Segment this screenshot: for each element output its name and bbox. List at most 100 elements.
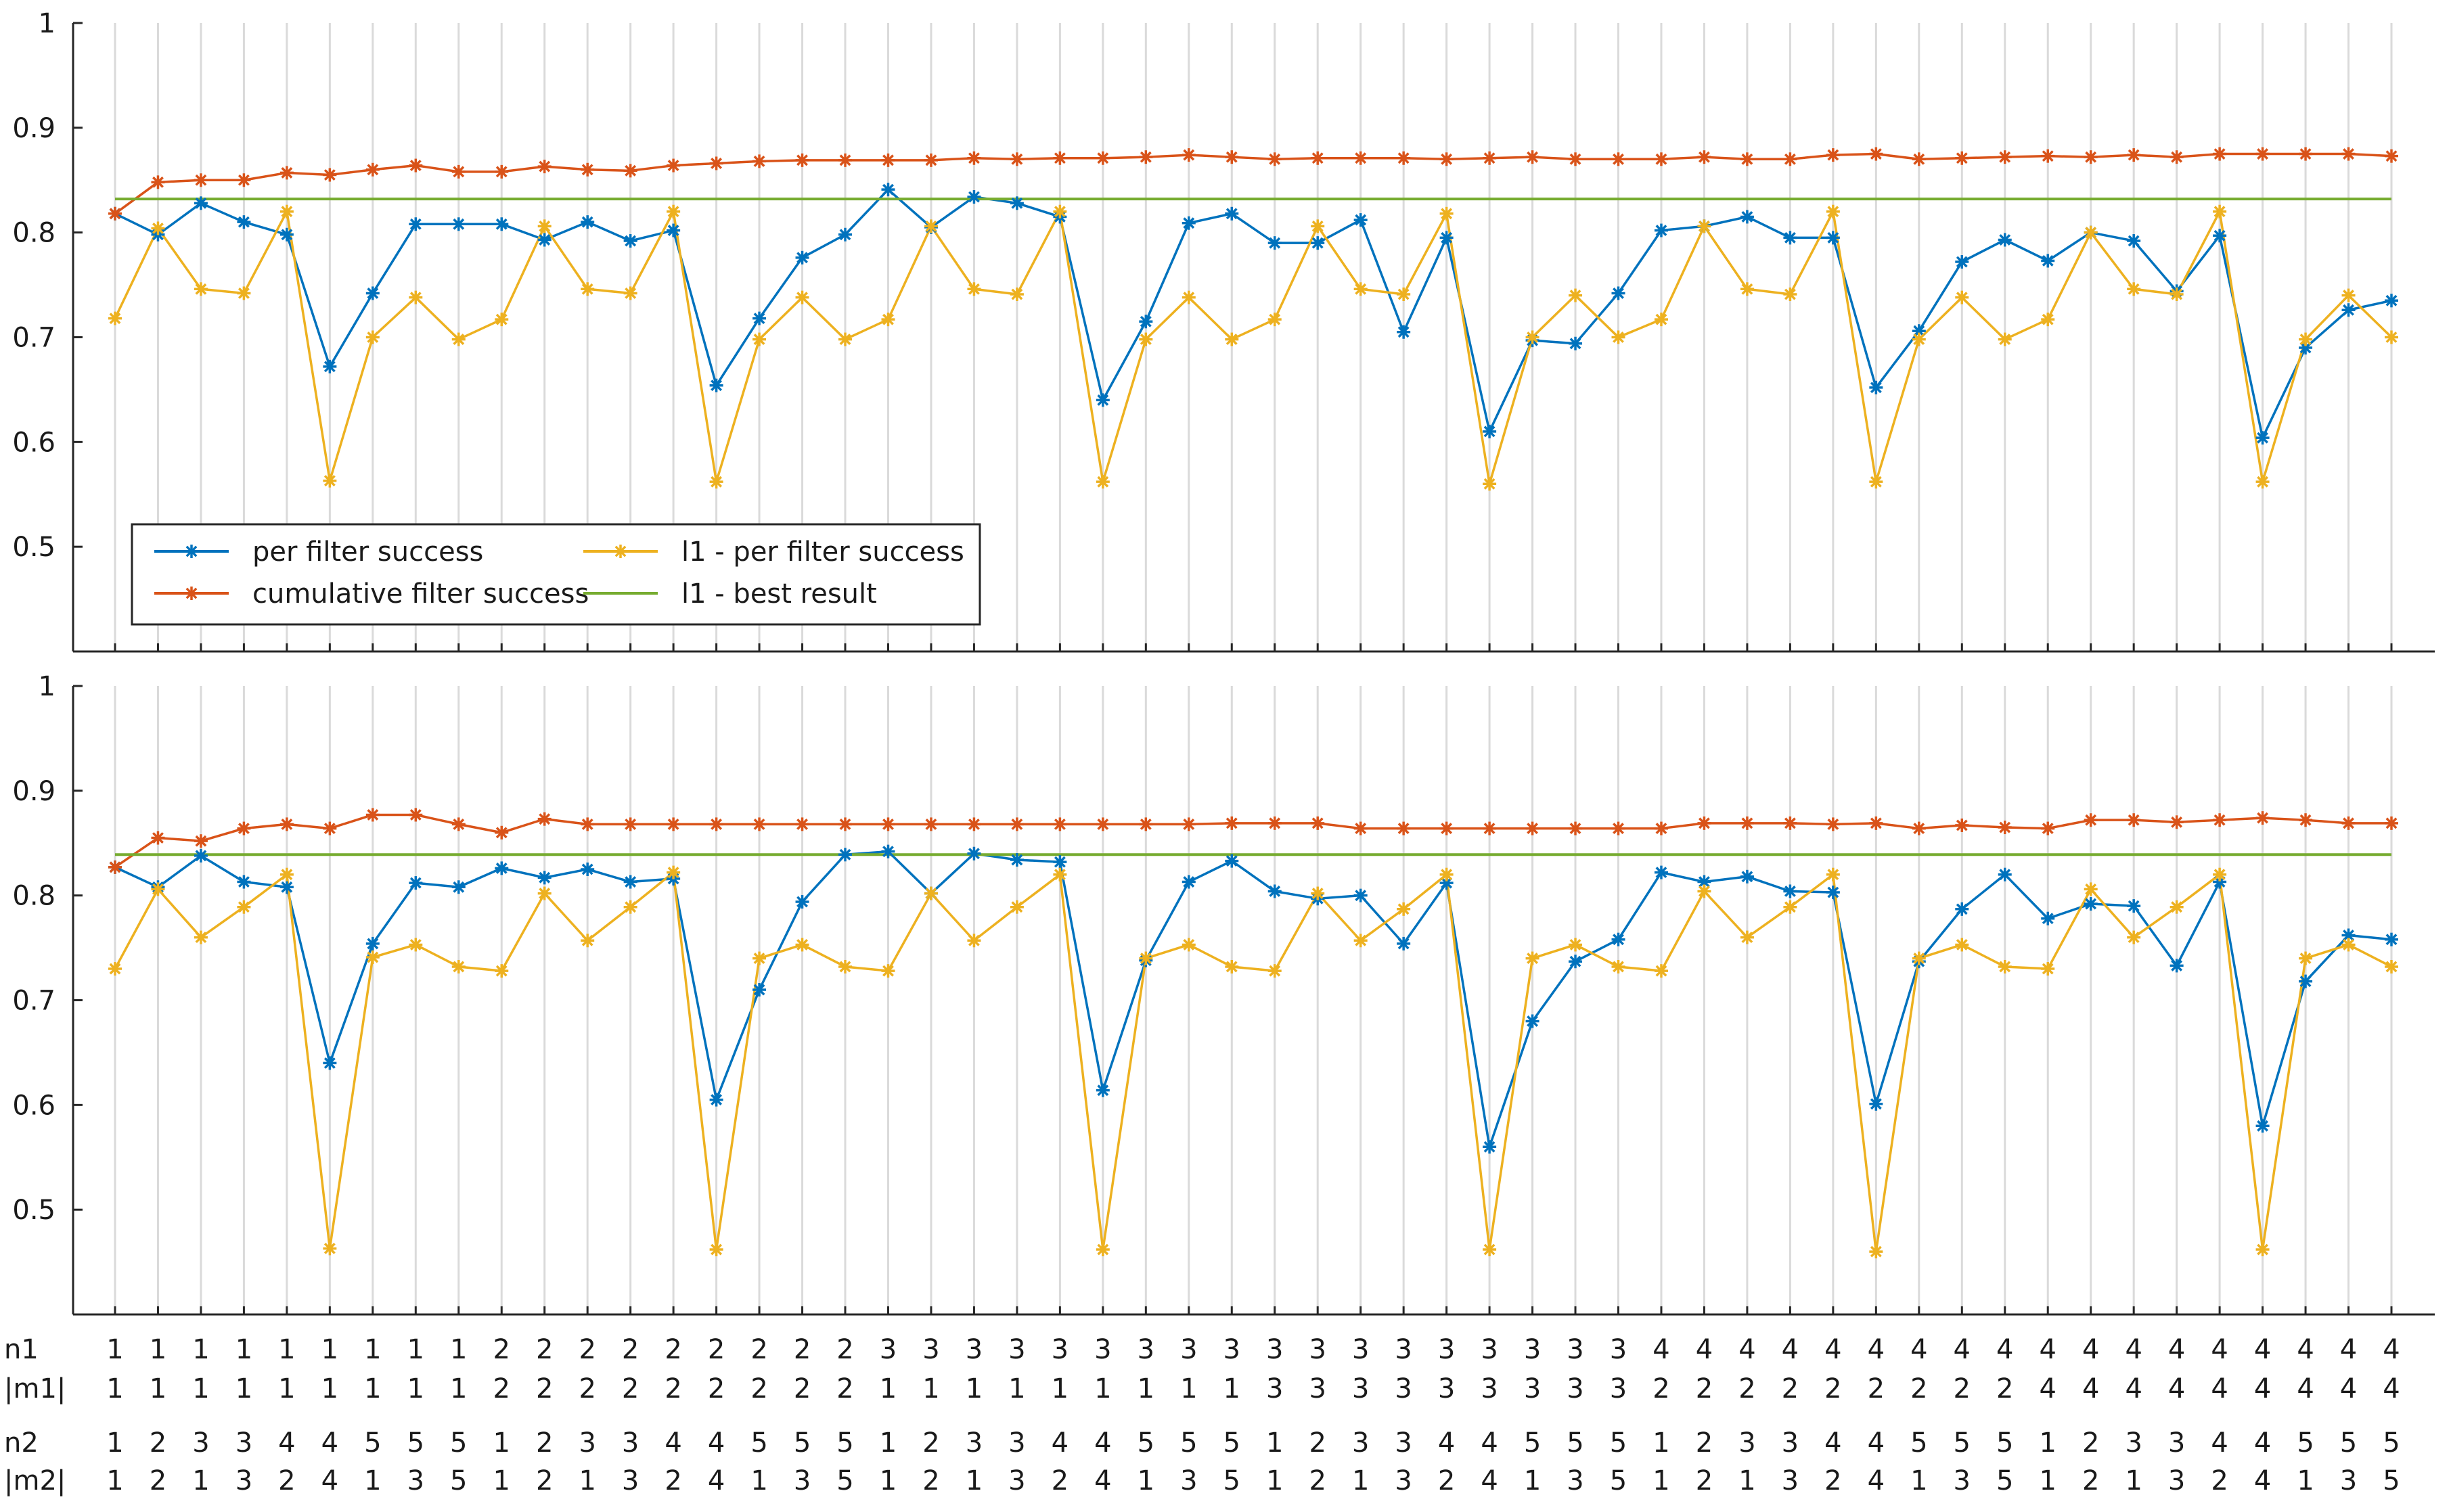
data-point-cumulative-filter-success-d2 [2085, 151, 2097, 163]
row-value: 1 [278, 1373, 295, 1404]
data-point-per-filter-success-d2 [1441, 877, 1453, 889]
data-point-cumulative-filter-success-d2 [1999, 151, 2011, 163]
data-point-cumulative-filter-success [1311, 816, 1325, 830]
row-value: 3 [1954, 1465, 1971, 1496]
data-point-per-filter-success [967, 190, 981, 204]
data-point-l1-per-filter-success [581, 934, 595, 948]
data-point-per-filter-success [1353, 213, 1368, 227]
data-point-l1-per-filter-success [1697, 219, 1711, 233]
data-point-l1-per-filter-success [1783, 288, 1797, 302]
data-point-l1-per-filter-success-d2 [1183, 292, 1195, 304]
data-point-per-filter-success-d2 [753, 984, 765, 996]
legend-label: l1 - best result [681, 578, 877, 610]
data-point-l1-per-filter-success-d2 [1613, 961, 1624, 973]
data-point-l1-per-filter-success-d2 [539, 888, 551, 900]
data-point-cumulative-filter-success-d2 [1054, 152, 1066, 164]
data-point-cumulative-filter-success-d2 [925, 154, 937, 166]
data-point-l1-per-filter-success [1139, 332, 1153, 346]
data-point-per-filter-success [1826, 231, 1840, 245]
legend-swatch-marker [185, 545, 198, 558]
data-point-per-filter-success-d2 [753, 313, 765, 325]
row-value: 5 [1610, 1465, 1627, 1496]
data-point-cumulative-filter-success-d2 [2171, 151, 2183, 163]
data-point-cumulative-filter-success-d2 [753, 155, 765, 167]
data-point-per-filter-success-d2 [1355, 214, 1367, 226]
data-point-cumulative-filter-success [2127, 813, 2141, 827]
data-point-per-filter-success-d2 [968, 848, 980, 860]
data-point-cumulative-filter-success [924, 153, 938, 167]
data-point-l1-per-filter-success [2084, 225, 2098, 239]
row-value: 5 [1223, 1427, 1240, 1459]
data-point-cumulative-filter-success-d2 [968, 152, 980, 164]
data-point-l1-per-filter-success-d2 [796, 939, 808, 950]
data-point-cumulative-filter-success-d2 [796, 154, 808, 166]
data-point-l1-per-filter-success [1311, 219, 1325, 233]
data-point-l1-per-filter-success-d2 [1140, 334, 1152, 346]
row-value: 4 [1094, 1465, 1111, 1496]
data-point-per-filter-success [838, 227, 853, 242]
data-point-cumulative-filter-success [1869, 816, 1883, 830]
data-point-cumulative-filter-success [2169, 150, 2184, 164]
data-point-cumulative-filter-success-d2 [2343, 148, 2354, 160]
data-point-per-filter-success [1096, 1083, 1110, 1097]
row-value: 2 [665, 1465, 681, 1496]
row-value: 3 [1782, 1465, 1799, 1496]
data-point-cumulative-filter-success [1740, 816, 1754, 830]
y-tick-label: 0.9 [12, 776, 55, 807]
row-value: 1 [1223, 1373, 1240, 1404]
row-value: 4 [1696, 1334, 1713, 1365]
row-value: 2 [579, 1334, 595, 1365]
data-point-l1-per-filter-success-d2 [1226, 961, 1238, 973]
data-point-l1-per-filter-success [2041, 313, 2055, 327]
data-point-per-filter-success [1182, 875, 1196, 889]
row-value: 4 [278, 1427, 295, 1459]
row-value: 4 [1824, 1334, 1841, 1365]
data-point-per-filter-success [194, 848, 208, 863]
row-value: 4 [1481, 1427, 1498, 1459]
data-point-l1-per-filter-success-d2 [1741, 932, 1753, 944]
y-tick-label: 0.5 [12, 1195, 55, 1226]
row-value: 5 [407, 1427, 424, 1459]
data-point-cumulative-filter-success-d2 [1483, 823, 1496, 835]
data-point-l1-per-filter-success-d2 [539, 220, 551, 232]
data-point-cumulative-filter-success [1397, 821, 1411, 835]
row-value: 5 [2340, 1427, 2357, 1459]
data-point-l1-per-filter-success-d2 [2128, 283, 2140, 295]
data-point-per-filter-success-d2 [1569, 338, 1581, 350]
data-point-l1-per-filter-success [1955, 290, 1969, 304]
row-value: 3 [2340, 1465, 2357, 1496]
data-point-cumulative-filter-success-d2 [796, 818, 808, 830]
data-point-per-filter-success [451, 217, 466, 231]
data-point-l1-per-filter-success-d2 [1483, 478, 1496, 490]
data-point-l1-per-filter-success [1439, 867, 1454, 881]
row-value: 3 [1223, 1334, 1240, 1365]
data-point-l1-per-filter-success-d2 [1397, 288, 1410, 300]
row-value: 5 [1138, 1427, 1154, 1459]
row-value: 5 [836, 1465, 853, 1496]
data-point-l1-per-filter-success-d2 [2042, 963, 2054, 975]
row-value: 2 [493, 1334, 510, 1365]
data-point-l1-per-filter-success-d2 [667, 206, 679, 218]
legend-swatch-marker-d2 [185, 545, 198, 557]
data-point-cumulative-filter-success-d2 [1483, 152, 1496, 164]
data-point-per-filter-success-d2 [195, 850, 207, 862]
data-point-cumulative-filter-success-d2 [1355, 152, 1367, 164]
row-value: 5 [1954, 1427, 1971, 1459]
row-value: 3 [1567, 1465, 1583, 1496]
data-point-per-filter-success-d2 [1183, 876, 1195, 888]
data-point-cumulative-filter-success-d2 [539, 160, 551, 173]
data-point-l1-per-filter-success-d2 [1741, 283, 1753, 295]
data-point-per-filter-success [365, 286, 380, 300]
data-point-l1-per-filter-success [2385, 330, 2398, 344]
row-value: 4 [2039, 1334, 2056, 1365]
data-point-per-filter-success-d2 [1699, 876, 1710, 888]
row-value: 1 [493, 1427, 510, 1459]
data-point-per-filter-success-d2 [581, 216, 593, 228]
data-point-per-filter-success-d2 [1956, 903, 1968, 915]
data-point-cumulative-filter-success-d2 [1397, 823, 1410, 835]
data-point-per-filter-success-d2 [1527, 1015, 1539, 1027]
data-point-l1-per-filter-success [2385, 959, 2398, 973]
data-point-cumulative-filter-success [581, 162, 595, 177]
row-value: 2 [750, 1334, 767, 1365]
data-point-per-filter-success-d2 [968, 191, 980, 203]
